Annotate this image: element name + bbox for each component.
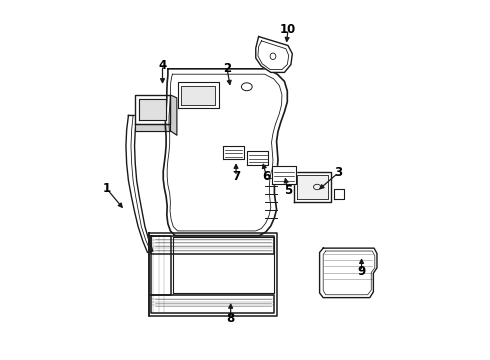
Text: 4: 4 xyxy=(158,59,167,72)
Polygon shape xyxy=(272,166,296,184)
Text: 7: 7 xyxy=(232,170,240,183)
Polygon shape xyxy=(181,86,215,105)
Polygon shape xyxy=(151,296,274,314)
Polygon shape xyxy=(139,99,166,120)
Text: 1: 1 xyxy=(103,183,111,195)
Polygon shape xyxy=(247,151,269,165)
Polygon shape xyxy=(151,235,171,296)
Polygon shape xyxy=(135,125,171,131)
Polygon shape xyxy=(294,172,331,202)
Text: 6: 6 xyxy=(262,170,270,183)
Text: 9: 9 xyxy=(357,265,366,278)
Text: 5: 5 xyxy=(284,184,292,197)
Polygon shape xyxy=(177,82,219,108)
Polygon shape xyxy=(149,233,276,316)
Polygon shape xyxy=(319,248,377,298)
Polygon shape xyxy=(163,69,287,235)
Polygon shape xyxy=(151,235,274,253)
Polygon shape xyxy=(171,95,177,135)
Text: 10: 10 xyxy=(280,23,296,36)
Polygon shape xyxy=(256,37,293,72)
Text: 2: 2 xyxy=(223,62,231,75)
Text: 8: 8 xyxy=(226,311,235,325)
Polygon shape xyxy=(126,116,153,252)
Polygon shape xyxy=(135,95,171,125)
Polygon shape xyxy=(223,145,244,159)
Polygon shape xyxy=(334,189,343,199)
Polygon shape xyxy=(297,175,328,199)
Text: 3: 3 xyxy=(334,166,343,179)
